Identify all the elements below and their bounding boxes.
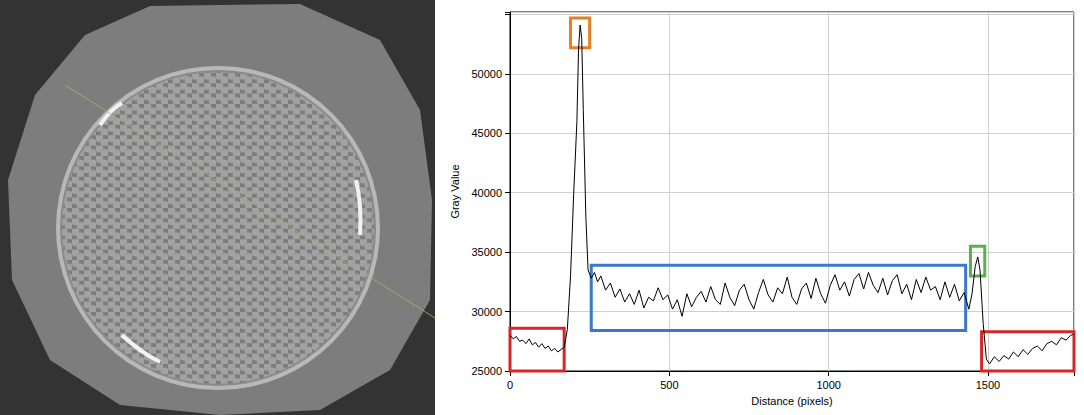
svg-text:50000: 50000 bbox=[471, 68, 502, 80]
svg-text:Gray Value: Gray Value bbox=[449, 164, 461, 218]
svg-text:0: 0 bbox=[507, 379, 513, 391]
svg-text:30000: 30000 bbox=[471, 306, 502, 318]
svg-text:500: 500 bbox=[660, 379, 678, 391]
svg-text:40000: 40000 bbox=[471, 187, 502, 199]
svg-text:1500: 1500 bbox=[976, 379, 1000, 391]
svg-text:1000: 1000 bbox=[816, 379, 840, 391]
svg-text:45000: 45000 bbox=[471, 127, 502, 139]
svg-text:Distance (pixels): Distance (pixels) bbox=[751, 395, 832, 407]
svg-text:25000: 25000 bbox=[471, 365, 502, 377]
svg-text:35000: 35000 bbox=[471, 246, 502, 258]
